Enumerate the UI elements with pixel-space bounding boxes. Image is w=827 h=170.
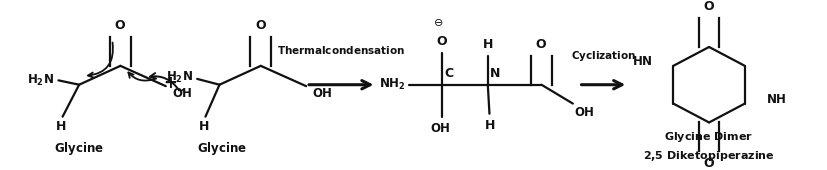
Text: $\mathbf{HN}$: $\mathbf{HN}$ <box>632 55 653 68</box>
Text: $\mathbf{Thermalcondensation}$: $\mathbf{Thermalcondensation}$ <box>277 44 405 56</box>
Text: $\mathbf{{\cdot}{\cdot}}$: $\mathbf{{\cdot}{\cdot}}$ <box>176 85 185 95</box>
Text: $\mathbf{H_2N}$: $\mathbf{H_2N}$ <box>26 73 54 88</box>
Text: $\mathbf{O}$: $\mathbf{O}$ <box>703 0 715 13</box>
Text: $\mathbf{H}$: $\mathbf{H}$ <box>55 120 67 133</box>
Text: $\mathbf{Glycine}$: $\mathbf{Glycine}$ <box>197 140 247 157</box>
Text: $\ominus$: $\ominus$ <box>433 17 443 28</box>
Text: $\mathbf{O}$: $\mathbf{O}$ <box>703 157 715 170</box>
Text: $\mathbf{OH}$: $\mathbf{OH}$ <box>313 87 333 100</box>
Text: $\mathbf{H}$: $\mathbf{H}$ <box>482 38 494 51</box>
Text: $\mathbf{H}$: $\mathbf{H}$ <box>198 120 209 133</box>
FancyArrowPatch shape <box>88 42 113 78</box>
FancyArrowPatch shape <box>128 72 155 81</box>
Text: $\mathbf{C}$: $\mathbf{C}$ <box>444 67 454 80</box>
Text: $\mathbf{Cyclization}$: $\mathbf{Cyclization}$ <box>571 49 636 63</box>
Text: $\mathbf{H}$: $\mathbf{H}$ <box>484 119 495 132</box>
Text: $\mathbf{O}$: $\mathbf{O}$ <box>255 19 267 32</box>
Text: $\mathbf{Glycine\ Dimer}$: $\mathbf{Glycine\ Dimer}$ <box>664 130 753 144</box>
Text: $\mathbf{NH_2}$: $\mathbf{NH_2}$ <box>380 77 406 92</box>
Text: $\mathbf{OH}$: $\mathbf{OH}$ <box>574 106 595 119</box>
Text: $\mathbf{OH}$: $\mathbf{OH}$ <box>430 122 451 135</box>
Text: $\mathbf{Glycine}$: $\mathbf{Glycine}$ <box>54 140 104 157</box>
Text: $\mathbf{+}$: $\mathbf{+}$ <box>163 74 177 92</box>
Text: $\mathbf{NH}$: $\mathbf{NH}$ <box>766 93 786 106</box>
Text: $\mathbf{N}$: $\mathbf{N}$ <box>489 67 500 80</box>
Text: $\mathbf{O}$: $\mathbf{O}$ <box>114 19 127 32</box>
Text: $\mathbf{OH}$: $\mathbf{OH}$ <box>172 87 193 100</box>
Text: $\mathbf{O}$: $\mathbf{O}$ <box>535 38 547 51</box>
FancyArrowPatch shape <box>150 73 179 90</box>
Text: $\mathbf{H_2N}$: $\mathbf{H_2N}$ <box>165 70 193 85</box>
Text: $\mathbf{2{,}5\ Diketopiperazine}$: $\mathbf{2{,}5\ Diketopiperazine}$ <box>643 149 775 163</box>
Text: $\mathbf{O}$: $\mathbf{O}$ <box>437 35 448 48</box>
